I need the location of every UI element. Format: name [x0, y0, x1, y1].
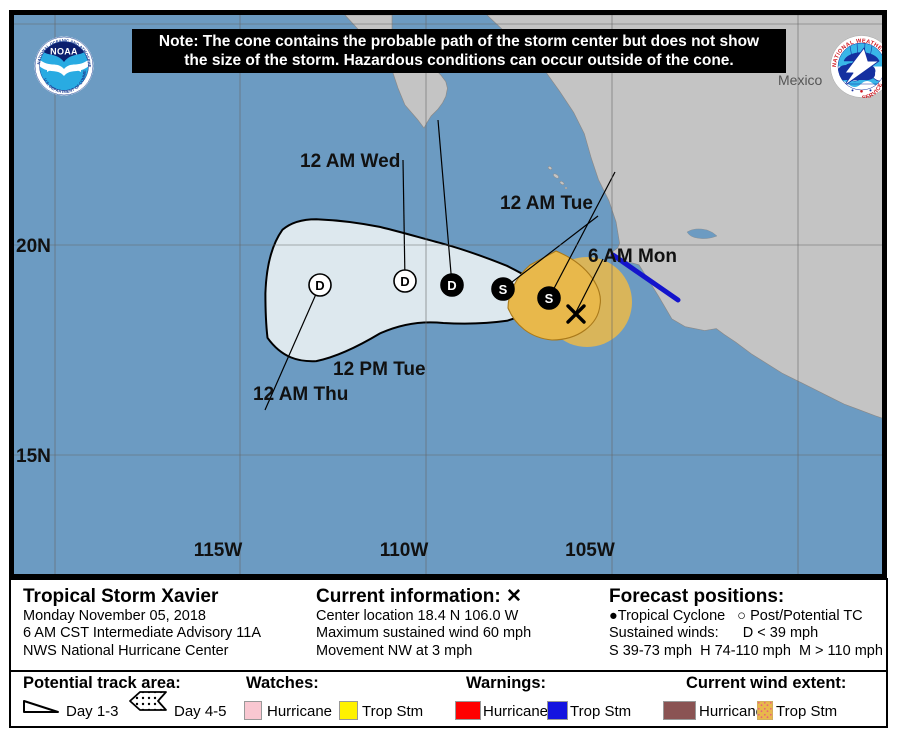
svg-text:12 AM Wed: 12 AM Wed: [300, 151, 400, 172]
svg-text:12 AM Tue: 12 AM Tue: [500, 193, 593, 214]
svg-text:110W: 110W: [380, 540, 429, 561]
svg-text:D: D: [447, 278, 456, 293]
svg-text:D: D: [400, 274, 409, 289]
svg-text:105W: 105W: [565, 540, 615, 561]
svg-text:20N: 20N: [16, 236, 51, 257]
svg-text:12 PM Tue: 12 PM Tue: [333, 359, 426, 380]
svg-text:S: S: [499, 282, 508, 297]
svg-text:NOAA: NOAA: [50, 47, 78, 57]
svg-text:12 AM Thu: 12 AM Thu: [253, 384, 348, 405]
svg-text:D: D: [315, 278, 324, 293]
svg-text:15N: 15N: [16, 446, 51, 467]
svg-text:115W: 115W: [194, 540, 243, 561]
svg-text:S: S: [545, 291, 554, 306]
svg-text:Mexico: Mexico: [778, 72, 823, 88]
svg-text:6 AM Mon: 6 AM Mon: [588, 246, 677, 267]
